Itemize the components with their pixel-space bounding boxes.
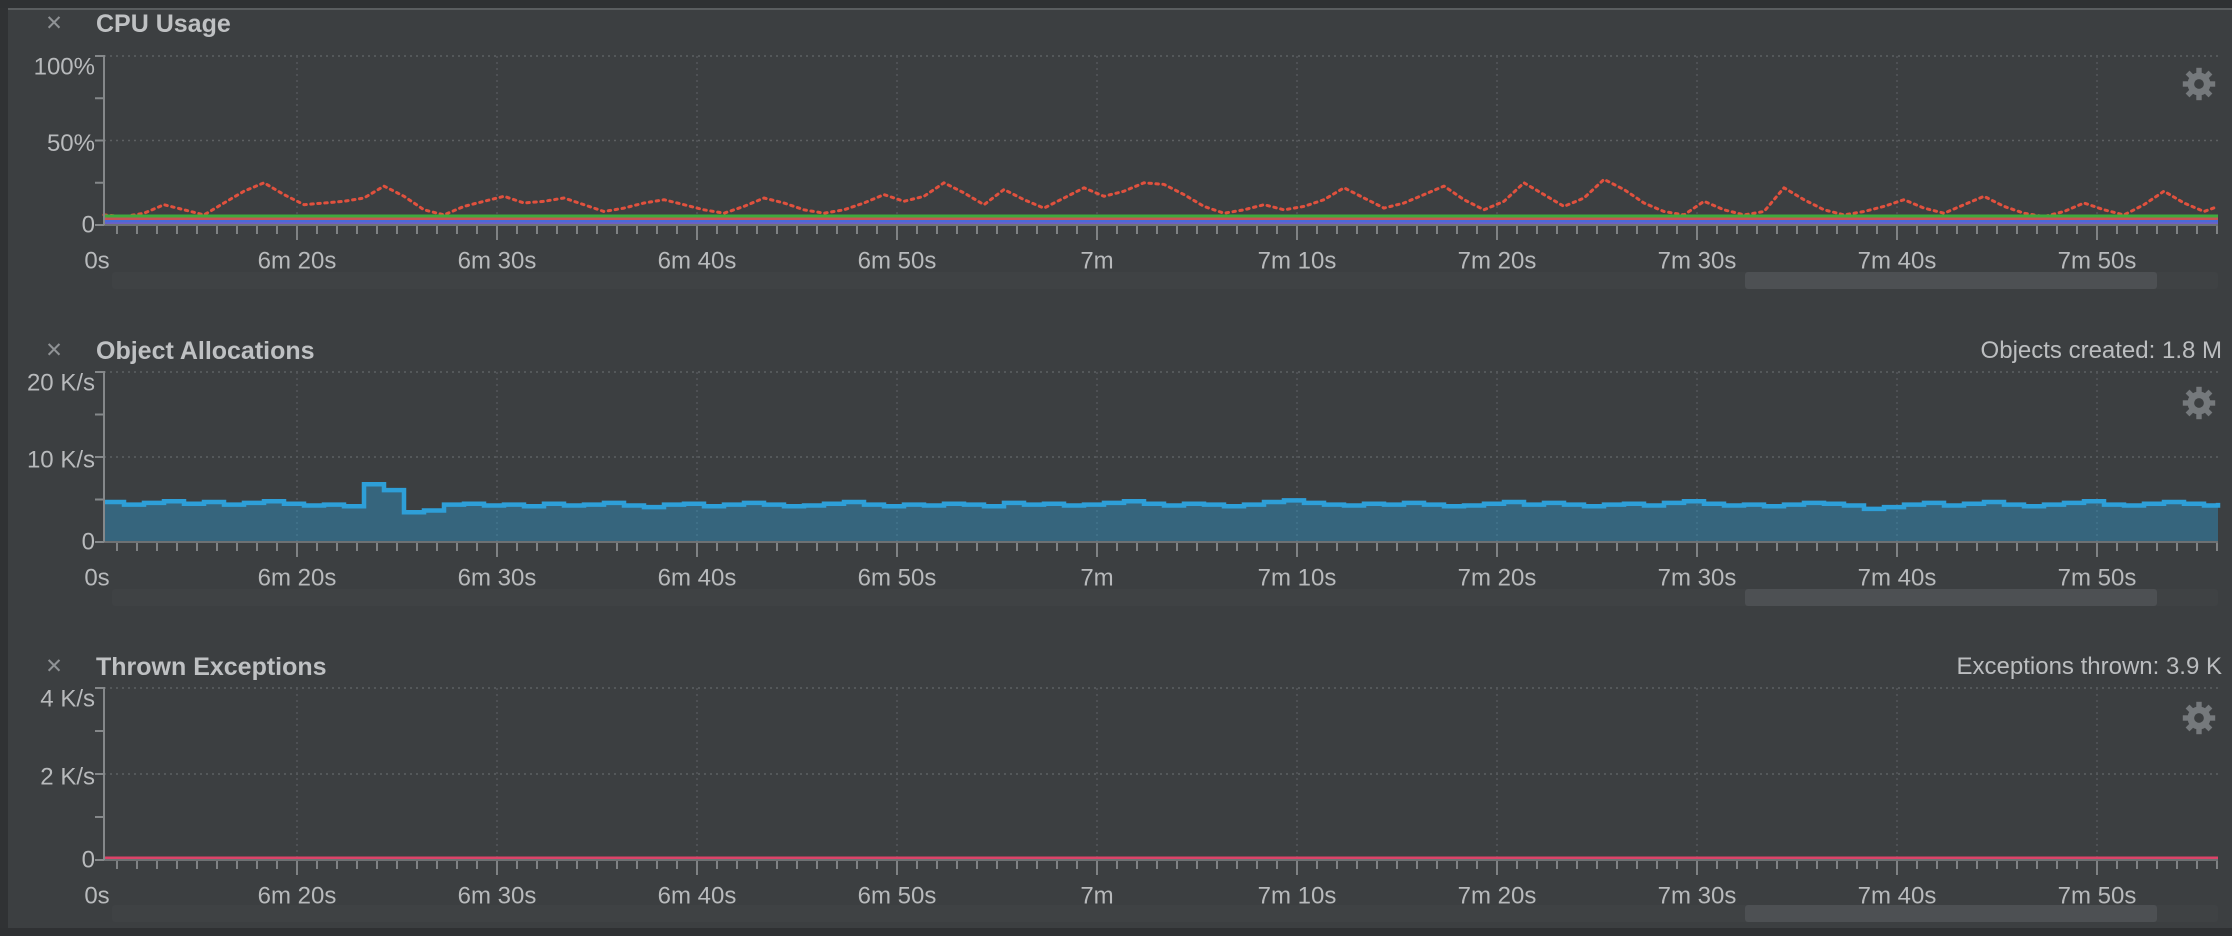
- time-axis-label: 6m 50s: [858, 247, 937, 274]
- cpu-horizontal-scrollbar[interactable]: [112, 272, 2218, 289]
- y-axis-tick-label: 2 K/s: [40, 763, 95, 790]
- y-axis-tick-label: 10 K/s: [27, 446, 95, 473]
- time-axis-label: 0s: [84, 247, 109, 274]
- time-axis-label: 7m 50s: [2058, 247, 2137, 274]
- time-axis-label: 7m: [1080, 247, 1113, 274]
- time-axis-label: 6m 50s: [858, 882, 937, 909]
- y-axis-tick-label: 20 K/s: [27, 369, 95, 396]
- thrown-exceptions-chart: 4 K/s 2 K/s 0 0s 6m 20s 6m 30s 6m 40s 6m 50s 7m 7…: [40, 685, 2218, 909]
- object-allocations-header: ✕ Object Allocations Objects created: 1.…: [0, 336, 2232, 366]
- time-axis-label: 6m 40s: [658, 247, 737, 274]
- time-axis-label: 7m 10s: [1258, 564, 1337, 591]
- time-axis-label: 0s: [84, 564, 109, 591]
- time-axis-label: 7m 20s: [1458, 882, 1537, 909]
- y-axis-tick-label: 100%: [34, 53, 95, 80]
- time-axis-label: 6m 30s: [458, 882, 537, 909]
- time-axis-label: 6m 30s: [458, 247, 537, 274]
- time-axis-label: 6m 40s: [658, 882, 737, 909]
- y-axis-tick-label: 50%: [47, 130, 95, 157]
- time-axis-label: 6m 20s: [258, 247, 337, 274]
- time-axis-label: 7m 30s: [1658, 882, 1737, 909]
- scrollbar-thumb[interactable]: [1745, 589, 2157, 606]
- time-axis-label: 7m 20s: [1458, 564, 1537, 591]
- y-axis-tick-label: 0: [82, 211, 95, 238]
- time-axis-label: 6m 20s: [258, 564, 337, 591]
- time-axis-label: 6m 50s: [858, 564, 937, 591]
- exceptions-horizontal-scrollbar[interactable]: [112, 905, 2218, 922]
- cpu-usage-header: ✕ CPU Usage: [0, 9, 2232, 39]
- bottom-frame-strip: [0, 928, 2232, 936]
- time-axis-label: 7m 30s: [1658, 247, 1737, 274]
- left-frame-strip: [0, 8, 8, 928]
- time-axis-label: 7m 40s: [1858, 247, 1937, 274]
- time-axis-label: 6m 30s: [458, 564, 537, 591]
- time-axis-label: 7m 40s: [1858, 882, 1937, 909]
- y-axis-tick-label: 4 K/s: [40, 685, 95, 712]
- thrown-exceptions-header: ✕ Thrown Exceptions Exceptions thrown: 3…: [0, 652, 2232, 682]
- gear-icon-glyph: [2182, 386, 2216, 420]
- y-axis-tick-label: 0: [82, 528, 95, 555]
- time-axis-label: 7m: [1080, 882, 1113, 909]
- gear-icon[interactable]: [2181, 700, 2217, 736]
- time-axis-label: 6m 20s: [258, 882, 337, 909]
- panel-right-label: Exceptions thrown: 3.9 K: [1956, 653, 2222, 680]
- top-frame-strip: [0, 0, 2232, 10]
- cpu-usage-chart: 100% 50% 0 0s 6m 20s 6m 30s 6m 40s 6m 50s 7m 7m 1…: [34, 53, 2220, 274]
- close-icon[interactable]: ✕: [45, 338, 63, 362]
- gear-icon-glyph: [2182, 701, 2216, 735]
- gear-icon[interactable]: [2181, 66, 2217, 102]
- time-axis-label: 7m 50s: [2058, 882, 2137, 909]
- panel-title: Object Allocations: [96, 337, 315, 365]
- gear-icon-glyph: [2182, 67, 2216, 101]
- close-icon[interactable]: ✕: [45, 11, 63, 35]
- object-allocations-chart: 20 K/s 10 K/s 0 0s 6m 20s 6m 30s 6m 40s 6m 50s 7…: [27, 369, 2221, 591]
- time-axis-label: 7m 20s: [1458, 247, 1537, 274]
- time-axis-label: 6m 40s: [658, 564, 737, 591]
- gear-icon[interactable]: [2181, 385, 2217, 421]
- panel-right-label: Objects created: 1.8 M: [1980, 337, 2222, 364]
- time-axis-label: 7m 50s: [2058, 564, 2137, 591]
- scrollbar-thumb[interactable]: [1745, 905, 2157, 922]
- panel-title: Thrown Exceptions: [96, 653, 327, 681]
- time-axis-label: 7m 30s: [1658, 564, 1737, 591]
- y-axis-tick-label: 0: [82, 846, 95, 873]
- allocations-horizontal-scrollbar[interactable]: [112, 589, 2218, 606]
- panel-title: CPU Usage: [96, 10, 231, 38]
- close-icon[interactable]: ✕: [45, 654, 63, 678]
- time-axis-label: 7m 10s: [1258, 247, 1337, 274]
- scrollbar-thumb[interactable]: [1745, 272, 2157, 289]
- time-axis-label: 0s: [84, 882, 109, 909]
- time-axis-label: 7m 10s: [1258, 882, 1337, 909]
- time-axis-label: 7m: [1080, 564, 1113, 591]
- time-axis-label: 7m 40s: [1858, 564, 1937, 591]
